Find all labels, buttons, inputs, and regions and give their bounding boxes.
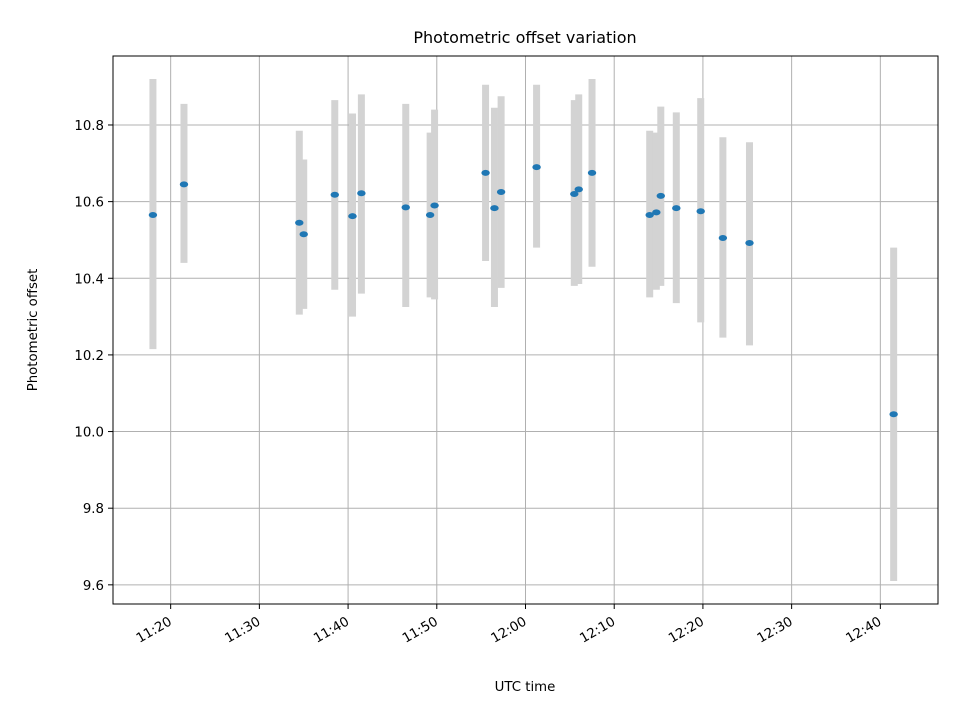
x-tick-label: 11:40	[311, 614, 352, 646]
data-point	[696, 208, 705, 215]
data-point	[718, 235, 728, 242]
data-point	[357, 190, 366, 197]
data-points	[148, 164, 898, 418]
data-point	[889, 411, 898, 418]
data-point	[587, 169, 597, 176]
data-point	[348, 213, 357, 220]
data-point	[496, 189, 506, 196]
data-point	[745, 240, 754, 247]
data-point	[401, 204, 410, 211]
y-tick-label: 10.8	[74, 119, 104, 134]
x-axis: 11:20 11:30 11:40 11:50 12:00 12:10 12:20 12:30…	[134, 604, 884, 647]
x-tick-label: 12:40	[844, 614, 885, 646]
y-axis: 9.6 9.8 10.0 10.2 10.4 10.6 10.8	[74, 119, 113, 594]
y-tick-label: 10.2	[74, 349, 104, 364]
data-point	[652, 209, 661, 216]
data-point	[179, 181, 189, 188]
data-point	[645, 212, 654, 219]
x-tick-label: 12:10	[578, 614, 619, 646]
x-tick-label: 12:00	[489, 614, 530, 646]
x-tick-label: 12:30	[755, 614, 796, 646]
y-tick-label: 10.6	[74, 196, 104, 211]
data-point	[425, 212, 435, 219]
x-tick-label: 11:20	[134, 614, 175, 646]
data-point	[430, 202, 439, 209]
data-point	[330, 191, 339, 198]
x-tick-label: 12:20	[666, 614, 707, 646]
error-bars	[149, 78, 898, 582]
data-point	[672, 205, 681, 212]
data-point	[656, 192, 665, 199]
y-tick-label: 10.0	[74, 426, 104, 441]
y-tick-label: 9.6	[83, 579, 104, 594]
data-point	[295, 219, 304, 226]
data-point	[299, 231, 308, 238]
grid	[113, 56, 938, 604]
x-tick-label: 11:30	[223, 614, 264, 646]
data-point	[490, 205, 499, 212]
y-tick-label: 9.8	[83, 502, 104, 517]
data-point	[570, 190, 579, 197]
data-point	[574, 186, 583, 193]
x-tick-label: 11:50	[400, 614, 441, 646]
data-point	[532, 164, 541, 171]
chart-title: Photometric offset variation	[413, 28, 636, 47]
data-point	[148, 212, 158, 219]
y-axis-label: Photometric offset	[26, 269, 41, 392]
data-point	[481, 169, 490, 176]
x-axis-label: UTC time	[495, 680, 556, 695]
y-tick-label: 10.4	[74, 272, 104, 287]
